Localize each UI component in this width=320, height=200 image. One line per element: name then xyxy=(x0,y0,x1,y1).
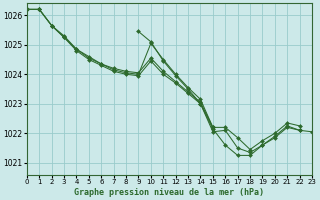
X-axis label: Graphe pression niveau de la mer (hPa): Graphe pression niveau de la mer (hPa) xyxy=(75,188,265,197)
